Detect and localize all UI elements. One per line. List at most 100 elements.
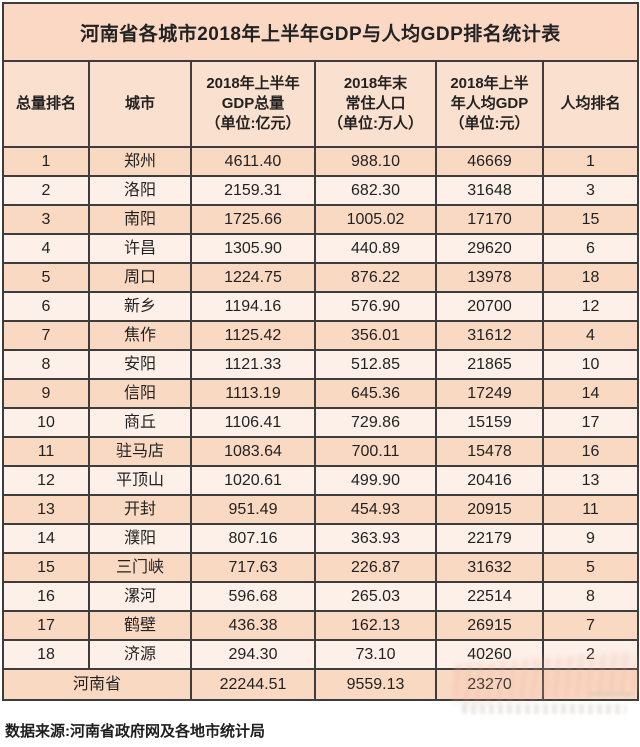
column-header-city: 城市 xyxy=(88,60,192,148)
column-header-gdp-total: 2018年上半年 GDP总量 （单位:亿元） xyxy=(190,60,316,148)
per-capita-rank-cell: 2 xyxy=(542,639,639,670)
per-capita-rank-cell: 6 xyxy=(542,233,639,264)
rank-cell: 8 xyxy=(2,349,90,380)
gdp-cell: 951.49 xyxy=(190,494,316,525)
per-capita-rank-cell: 4 xyxy=(542,320,639,351)
gdp-cell: 1725.66 xyxy=(190,204,316,235)
city-cell: 濮阳 xyxy=(88,523,192,554)
rank-cell: 1 xyxy=(2,146,90,177)
table-row: 15 三门峡 717.63 226.87 31632 5 xyxy=(2,552,639,583)
per-capita-cell: 31648 xyxy=(435,175,544,206)
gdp-cell: 1125.42 xyxy=(190,320,316,351)
per-capita-rank-cell: 5 xyxy=(542,552,639,583)
per-capita-cell: 17170 xyxy=(435,204,544,235)
watermark-url-line xyxy=(458,704,626,714)
per-capita-cell: 20915 xyxy=(435,494,544,525)
population-cell: 682.30 xyxy=(314,175,437,206)
per-capita-cell: 15159 xyxy=(435,407,544,438)
population-cell: 226.87 xyxy=(314,552,437,583)
city-cell: 安阳 xyxy=(88,349,192,380)
per-capita-cell: 13978 xyxy=(435,262,544,293)
per-capita-rank-cell: 12 xyxy=(542,291,639,322)
city-cell: 开封 xyxy=(88,494,192,525)
population-cell: 162.13 xyxy=(314,610,437,641)
table-row: 7 焦作 1125.42 356.01 31612 4 xyxy=(2,320,639,351)
column-header-per-capita-rank: 人均排名 xyxy=(542,60,639,148)
population-cell: 988.10 xyxy=(314,146,437,177)
city-cell: 洛阳 xyxy=(88,175,192,206)
table-row: 8 安阳 1121.33 512.85 21865 10 xyxy=(2,349,639,380)
total-row-population: 9559.13 xyxy=(314,668,437,701)
per-capita-rank-cell: 10 xyxy=(542,349,639,380)
per-capita-rank-cell: 3 xyxy=(542,175,639,206)
city-cell: 新乡 xyxy=(88,291,192,322)
per-capita-cell: 22179 xyxy=(435,523,544,554)
population-cell: 265.03 xyxy=(314,581,437,612)
population-cell: 729.86 xyxy=(314,407,437,438)
column-header-total-rank: 总量排名 xyxy=(2,60,90,148)
per-capita-cell: 17249 xyxy=(435,378,544,409)
per-capita-rank-cell: 17 xyxy=(542,407,639,438)
gdp-cell: 2159.31 xyxy=(190,175,316,206)
column-header-population: 2018年末 常住人口 （单位:万人） xyxy=(314,60,437,148)
per-capita-cell: 29620 xyxy=(435,233,544,264)
table-row: 2 洛阳 2159.31 682.30 31648 3 xyxy=(2,175,639,206)
population-cell: 700.11 xyxy=(314,436,437,467)
rank-cell: 4 xyxy=(2,233,90,264)
rank-cell: 13 xyxy=(2,494,90,525)
gdp-cell: 294.30 xyxy=(190,639,316,670)
population-cell: 645.36 xyxy=(314,378,437,409)
rank-cell: 11 xyxy=(2,436,90,467)
gdp-cell: 1121.33 xyxy=(190,349,316,380)
city-cell: 鹤壁 xyxy=(88,610,192,641)
city-cell: 济源 xyxy=(88,639,192,670)
per-capita-rank-cell: 9 xyxy=(542,523,639,554)
per-capita-rank-cell: 15 xyxy=(542,204,639,235)
rank-cell: 10 xyxy=(2,407,90,438)
rank-cell: 18 xyxy=(2,639,90,670)
population-cell: 1005.02 xyxy=(314,204,437,235)
table-row: 6 新乡 1194.16 576.90 20700 12 xyxy=(2,291,639,322)
total-row-per-capita: 23270 xyxy=(435,668,544,701)
city-cell: 南阳 xyxy=(88,204,192,235)
gdp-cell: 807.16 xyxy=(190,523,316,554)
per-capita-cell: 20416 xyxy=(435,465,544,496)
gdp-cell: 1106.41 xyxy=(190,407,316,438)
rank-cell: 14 xyxy=(2,523,90,554)
header-row: 总量排名 城市 2018年上半年 GDP总量 （单位:亿元） 2018年末 常住… xyxy=(2,60,639,148)
per-capita-rank-cell: 1 xyxy=(542,146,639,177)
per-capita-rank-cell: 18 xyxy=(542,262,639,293)
rank-cell: 9 xyxy=(2,378,90,409)
gdp-cell: 1224.75 xyxy=(190,262,316,293)
total-row-gdp: 22244.51 xyxy=(190,668,316,701)
table-row: 5 周口 1224.75 876.22 13978 18 xyxy=(2,262,639,293)
per-capita-cell: 26915 xyxy=(435,610,544,641)
population-cell: 576.90 xyxy=(314,291,437,322)
table-row: 14 濮阳 807.16 363.93 22179 9 xyxy=(2,523,639,554)
table-title: 河南省各城市2018年上半年GDP与人均GDP排名统计表 xyxy=(2,2,639,62)
rank-cell: 16 xyxy=(2,581,90,612)
table-row: 12 平顶山 1020.61 499.90 20416 13 xyxy=(2,465,639,496)
city-cell: 漯河 xyxy=(88,581,192,612)
gdp-cell: 596.68 xyxy=(190,581,316,612)
rank-cell: 3 xyxy=(2,204,90,235)
per-capita-cell: 31612 xyxy=(435,320,544,351)
population-cell: 512.85 xyxy=(314,349,437,380)
table-row: 10 商丘 1106.41 729.86 15159 17 xyxy=(2,407,639,438)
rank-cell: 7 xyxy=(2,320,90,351)
gdp-cell: 4611.40 xyxy=(190,146,316,177)
table-row: 11 驻马店 1083.64 700.11 15478 16 xyxy=(2,436,639,467)
per-capita-cell: 20700 xyxy=(435,291,544,322)
population-cell: 499.90 xyxy=(314,465,437,496)
city-cell: 焦作 xyxy=(88,320,192,351)
rank-cell: 2 xyxy=(2,175,90,206)
rank-cell: 17 xyxy=(2,610,90,641)
city-cell: 郑州 xyxy=(88,146,192,177)
table-body: 1 郑州 4611.40 988.10 46669 1 2 洛阳 2159.31 682.30 31… xyxy=(2,146,639,670)
population-cell: 876.22 xyxy=(314,262,437,293)
population-cell: 454.93 xyxy=(314,494,437,525)
table-row: 4 许昌 1305.90 440.89 29620 6 xyxy=(2,233,639,264)
city-cell: 三门峡 xyxy=(88,552,192,583)
